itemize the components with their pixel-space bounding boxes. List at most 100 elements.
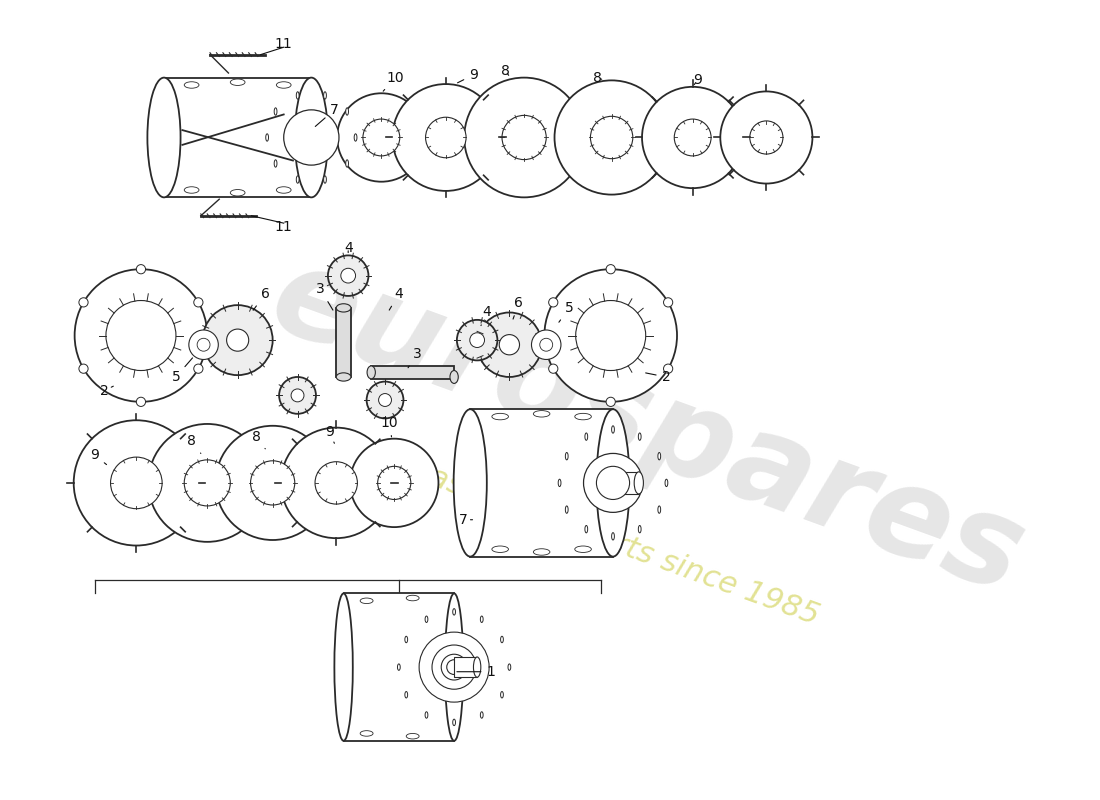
- Circle shape: [499, 334, 519, 355]
- Ellipse shape: [184, 186, 199, 194]
- Ellipse shape: [296, 176, 299, 183]
- Ellipse shape: [147, 78, 180, 198]
- Circle shape: [136, 265, 145, 274]
- Circle shape: [642, 87, 744, 188]
- Circle shape: [591, 116, 632, 158]
- Text: 6: 6: [253, 287, 270, 310]
- Bar: [613, 472, 639, 494]
- Circle shape: [549, 364, 558, 374]
- Ellipse shape: [184, 82, 199, 88]
- Ellipse shape: [334, 594, 353, 741]
- Ellipse shape: [558, 479, 561, 486]
- Text: 8: 8: [187, 434, 201, 454]
- Ellipse shape: [612, 426, 615, 433]
- Circle shape: [441, 654, 468, 680]
- Text: 8: 8: [502, 64, 510, 78]
- Text: 9: 9: [458, 68, 477, 83]
- Circle shape: [378, 394, 392, 406]
- Circle shape: [366, 382, 404, 418]
- Ellipse shape: [323, 92, 327, 99]
- Circle shape: [477, 313, 541, 377]
- Circle shape: [426, 118, 466, 158]
- Ellipse shape: [565, 506, 568, 514]
- Ellipse shape: [500, 691, 504, 698]
- Ellipse shape: [658, 506, 661, 514]
- Text: 6: 6: [513, 296, 522, 319]
- Circle shape: [554, 80, 669, 194]
- Text: 11: 11: [275, 37, 293, 50]
- Ellipse shape: [406, 595, 419, 601]
- Text: 8: 8: [593, 70, 602, 85]
- Ellipse shape: [345, 108, 349, 115]
- Circle shape: [596, 466, 629, 499]
- Circle shape: [531, 330, 561, 359]
- Circle shape: [663, 364, 673, 374]
- Ellipse shape: [585, 433, 587, 440]
- Circle shape: [194, 364, 204, 374]
- Text: 1: 1: [456, 665, 495, 678]
- Text: 9: 9: [693, 74, 702, 87]
- Text: eurospares: eurospares: [255, 236, 1040, 620]
- Circle shape: [337, 94, 426, 182]
- Ellipse shape: [453, 609, 455, 615]
- Ellipse shape: [425, 616, 428, 622]
- Circle shape: [74, 420, 199, 546]
- Circle shape: [470, 333, 484, 347]
- Ellipse shape: [534, 549, 550, 555]
- Ellipse shape: [276, 82, 292, 88]
- Circle shape: [292, 389, 304, 402]
- Ellipse shape: [266, 134, 268, 141]
- Text: 10: 10: [381, 416, 398, 437]
- Circle shape: [79, 364, 88, 374]
- Ellipse shape: [444, 594, 463, 741]
- Text: 2: 2: [646, 370, 670, 384]
- Ellipse shape: [295, 78, 328, 198]
- Circle shape: [502, 115, 547, 159]
- Ellipse shape: [635, 472, 643, 494]
- Text: 5: 5: [559, 301, 573, 322]
- Text: 4: 4: [389, 287, 404, 310]
- Circle shape: [315, 462, 358, 504]
- Circle shape: [194, 298, 204, 307]
- Circle shape: [544, 270, 676, 402]
- Circle shape: [750, 121, 783, 154]
- Circle shape: [377, 466, 410, 499]
- Ellipse shape: [450, 370, 459, 383]
- Circle shape: [136, 398, 145, 406]
- Bar: [337, 308, 351, 377]
- Circle shape: [189, 330, 218, 359]
- Circle shape: [674, 119, 711, 156]
- Ellipse shape: [492, 546, 508, 553]
- Text: 3: 3: [316, 282, 333, 310]
- Circle shape: [279, 377, 316, 414]
- Ellipse shape: [500, 636, 504, 642]
- Text: 3: 3: [408, 347, 421, 368]
- Circle shape: [447, 660, 462, 674]
- Bar: [454, 657, 477, 678]
- Ellipse shape: [274, 108, 277, 115]
- Circle shape: [606, 265, 615, 274]
- Ellipse shape: [360, 598, 373, 603]
- Ellipse shape: [565, 453, 568, 460]
- Text: 11: 11: [275, 220, 293, 234]
- Ellipse shape: [354, 134, 356, 141]
- Text: 4: 4: [344, 241, 353, 255]
- Text: 10: 10: [383, 70, 404, 91]
- Circle shape: [110, 457, 162, 509]
- Circle shape: [720, 91, 813, 183]
- Circle shape: [350, 438, 439, 527]
- Text: 4: 4: [481, 306, 491, 326]
- Text: 9: 9: [326, 426, 334, 443]
- Ellipse shape: [274, 160, 277, 167]
- Circle shape: [280, 428, 392, 538]
- Circle shape: [75, 270, 207, 402]
- Circle shape: [202, 305, 273, 375]
- Circle shape: [148, 424, 266, 542]
- Circle shape: [419, 632, 490, 702]
- Ellipse shape: [612, 533, 615, 540]
- Ellipse shape: [534, 410, 550, 417]
- Ellipse shape: [638, 526, 641, 533]
- Circle shape: [216, 426, 330, 540]
- Text: 7: 7: [459, 513, 473, 526]
- Text: 7: 7: [316, 103, 339, 126]
